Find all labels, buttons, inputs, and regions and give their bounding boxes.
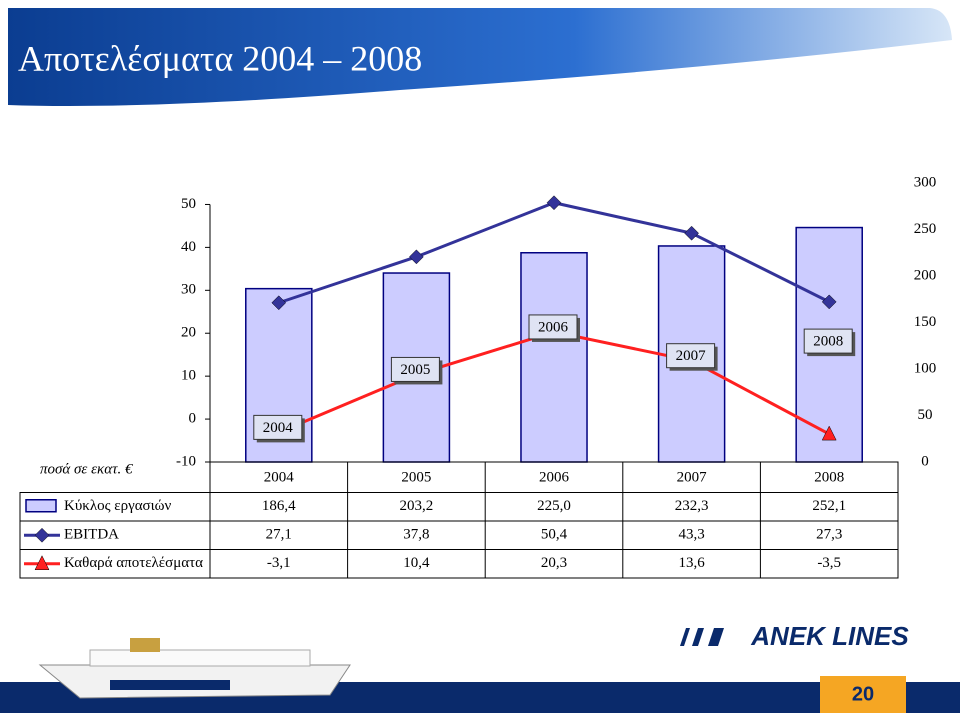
- table-cell: 232,3: [675, 498, 709, 514]
- table-cell: 27,3: [816, 527, 842, 543]
- marker: [546, 195, 562, 211]
- x-tick-label: 2005: [401, 470, 431, 486]
- y2-tick-label: 200: [914, 267, 937, 283]
- legend-label: EBITDA: [64, 527, 119, 543]
- y-tick-label: 50: [181, 196, 196, 212]
- table-cell: 225,0: [537, 498, 571, 514]
- bar: [520, 252, 588, 463]
- page-box: [820, 676, 906, 713]
- table-cell: 20,3: [541, 555, 567, 571]
- y-tick-label: -10: [176, 453, 196, 469]
- table-cell: -3,5: [817, 555, 841, 571]
- table-cell: 252,1: [812, 498, 846, 514]
- table-cell: 50,4: [541, 527, 568, 543]
- y-tick-label: 40: [181, 239, 196, 255]
- slide-title: Αποτελέσματα 2004 – 2008: [18, 38, 422, 78]
- x-tick-label: 2004: [264, 470, 295, 486]
- marker: [409, 249, 424, 265]
- legend-label: Καθαρά αποτελέσματα: [64, 555, 203, 571]
- logo: ANEK LINES: [750, 621, 909, 651]
- point-label-box: [803, 328, 853, 354]
- point-label-box: [390, 356, 440, 382]
- table-cell: 13,6: [678, 555, 705, 571]
- table-cell: 203,2: [400, 498, 434, 514]
- marker: [34, 555, 50, 570]
- point-label-box: [253, 414, 303, 440]
- y-tick-label: 0: [189, 411, 197, 427]
- point-label: 2004: [263, 420, 294, 436]
- table-cell: 43,3: [678, 527, 704, 543]
- table-cell: 37,8: [403, 527, 429, 543]
- x-tick-label: 2008: [814, 470, 844, 486]
- point-label: 2005: [400, 362, 430, 378]
- point-label: 2008: [813, 334, 843, 350]
- logo-stripes: [680, 628, 724, 646]
- marker: [34, 527, 50, 543]
- y-tick-label: 20: [181, 325, 196, 341]
- y2-tick-label: 50: [918, 407, 933, 423]
- y2-tick-label: 250: [914, 221, 937, 237]
- table-cell: 10,4: [403, 555, 430, 571]
- x-tick-label: 2006: [539, 470, 570, 486]
- y2-tick-label: 0: [921, 453, 929, 469]
- marker: [821, 294, 837, 310]
- x-tick-label: 2007: [677, 470, 708, 486]
- marker: [821, 425, 837, 441]
- page-number: 20: [852, 683, 874, 705]
- table-cell: 186,4: [262, 498, 296, 514]
- title-banner: [8, 8, 952, 106]
- table-frame: [19, 492, 899, 579]
- y-tick-label: 10: [181, 368, 196, 384]
- point-label: 2006: [538, 319, 569, 335]
- y2-tick-label: 100: [914, 360, 937, 376]
- legend-swatch: [25, 499, 57, 513]
- point-label-box: [528, 314, 578, 340]
- ship: [38, 638, 351, 699]
- y2-tick-label: 300: [914, 174, 937, 190]
- y2-tick-label: 150: [914, 314, 937, 330]
- y-tick-label: 30: [181, 282, 196, 298]
- legend-label: Κύκλος εργασιών: [64, 498, 172, 514]
- table-cell: 27,1: [266, 527, 292, 543]
- unit-label: ποσά σε εκατ. €: [40, 461, 134, 477]
- table-cell: -3,1: [267, 555, 291, 571]
- marker: [684, 225, 699, 241]
- point-label-box: [666, 343, 716, 369]
- point-label: 2007: [676, 348, 707, 364]
- marker: [271, 295, 287, 311]
